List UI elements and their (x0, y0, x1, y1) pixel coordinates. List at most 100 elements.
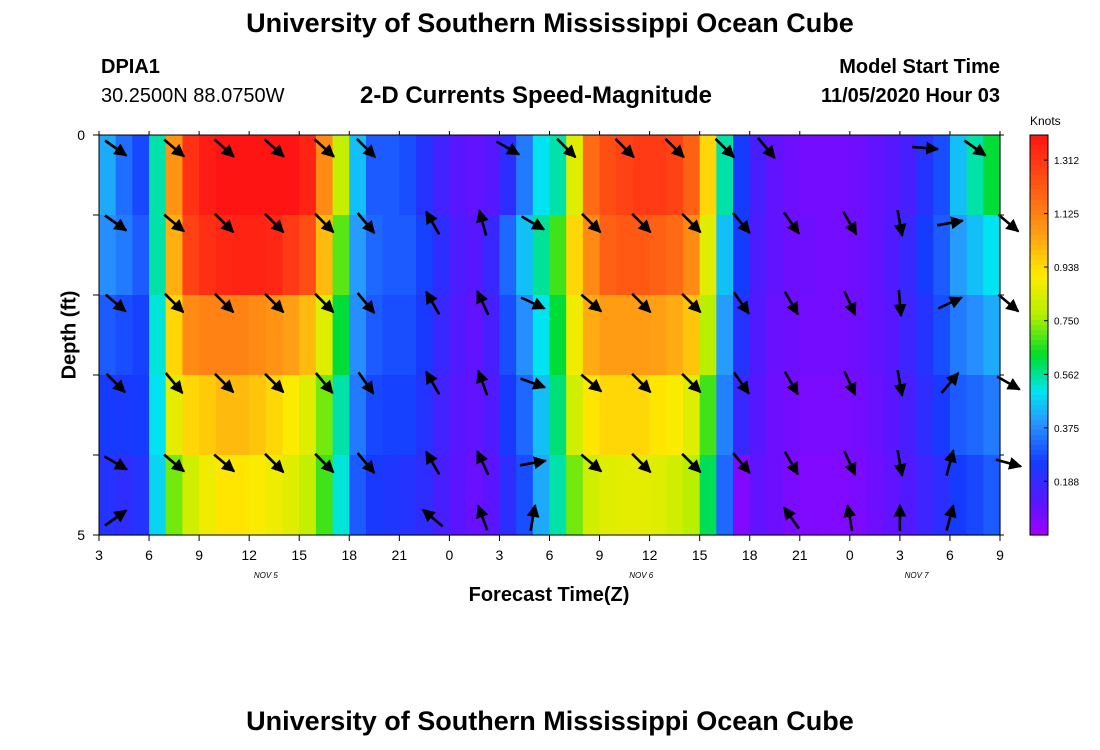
heat-cell (616, 295, 634, 376)
current-vector (476, 290, 490, 316)
heat-cell (549, 135, 567, 216)
current-vector (105, 372, 126, 394)
colorbar-tick-label: 0.938 (1054, 263, 1079, 274)
heat-cell (699, 455, 717, 536)
heat-cell (282, 295, 300, 376)
heat-cell (215, 455, 234, 536)
colorbar-segment (1030, 280, 1048, 286)
heat-cell (582, 455, 601, 536)
colorbar-segment (1030, 270, 1048, 276)
heat-cell (682, 455, 701, 536)
heat-cell (783, 455, 801, 536)
heat-cell (265, 295, 284, 376)
colorbar-segment (1030, 340, 1048, 346)
heat-cell (482, 215, 501, 296)
colorbar-segment (1030, 495, 1048, 501)
heat-cell (182, 455, 200, 536)
heat-cell (799, 135, 818, 216)
heat-cell (783, 375, 801, 456)
colorbar: 0.188 0.375 0.562 0.750 0.938 1.125 1.312 (1029, 134, 1079, 536)
heat-cell (249, 215, 267, 296)
heat-cell (115, 295, 133, 376)
x-tick-label: 9 (596, 547, 604, 563)
heat-cell (432, 295, 450, 376)
heat-cell (866, 375, 884, 456)
colorbar-segment (1030, 300, 1048, 306)
heat-cell (566, 375, 584, 456)
heat-cell (332, 455, 350, 536)
heat-cell (516, 295, 534, 376)
current-vector (664, 137, 685, 159)
colorbar-segment (1030, 485, 1048, 491)
current-vector (163, 213, 185, 233)
heat-cell (833, 295, 851, 376)
colorbar-segment (1030, 320, 1048, 326)
heat-cell (566, 135, 584, 216)
heat-cell (816, 215, 834, 296)
heat-cell (449, 375, 467, 456)
current-vector (681, 372, 702, 394)
current-vector (213, 453, 236, 473)
heat-cell (215, 215, 234, 296)
current-vector (264, 292, 285, 314)
heat-cell (899, 135, 918, 216)
current-vector (163, 138, 185, 158)
heat-cell (883, 455, 901, 536)
colorbar-units: Knots (1030, 114, 1061, 128)
heat-cell (883, 375, 901, 456)
colorbar-segment (1030, 430, 1048, 436)
colorbar-segment (1030, 525, 1048, 531)
colorbar-segment (1030, 160, 1048, 166)
heat-cell (883, 135, 901, 216)
colorbar-segment (1030, 195, 1048, 201)
colorbar-segment (1030, 385, 1048, 391)
current-vector (944, 504, 957, 531)
heat-cell (733, 375, 751, 456)
heat-cell (532, 455, 551, 536)
colorbar-segment (1030, 335, 1048, 341)
colorbar-segment (1030, 365, 1048, 371)
current-vector (520, 215, 546, 231)
heat-cell (749, 215, 768, 296)
colorbar-segment (1030, 135, 1048, 141)
heat-cell (115, 215, 133, 296)
heat-cell (349, 215, 367, 296)
model-start-value: 11/05/2020 Hour 03 (820, 85, 1000, 107)
current-vector (355, 137, 377, 159)
current-vector (520, 296, 546, 310)
heat-cell (682, 375, 701, 456)
current-vector (213, 138, 235, 158)
heat-cell (232, 295, 250, 376)
colorbar-segment (1030, 530, 1048, 536)
colorbar-segment (1030, 225, 1048, 231)
heat-cell (816, 135, 834, 216)
heat-cell (783, 295, 801, 376)
heat-cell (282, 375, 300, 456)
colorbar-segment (1030, 210, 1048, 216)
heat-cell (949, 375, 968, 456)
current-vector (519, 456, 547, 470)
heat-cell (365, 215, 384, 296)
heat-cell (132, 295, 150, 376)
current-vector (581, 212, 602, 234)
colorbar-segment (1030, 290, 1048, 296)
heat-cell (632, 215, 651, 296)
heat-cell (983, 215, 1001, 296)
colorbar-segment (1030, 175, 1048, 181)
heat-cell (432, 455, 450, 536)
heat-cell (666, 375, 684, 456)
current-vector (631, 372, 652, 394)
colorbar-segment (1030, 190, 1048, 196)
heat-cell (616, 375, 634, 456)
heat-cell (799, 295, 818, 376)
x-tick-label: 15 (291, 547, 307, 563)
heat-cell (449, 295, 467, 376)
colorbar-segment (1030, 325, 1048, 331)
current-vector (164, 372, 184, 394)
heat-cell (249, 375, 267, 456)
heat-cell (466, 295, 484, 376)
heat-cell (849, 135, 868, 216)
heat-cell (833, 375, 851, 456)
heat-cell (949, 135, 968, 216)
heat-cell (916, 375, 934, 456)
